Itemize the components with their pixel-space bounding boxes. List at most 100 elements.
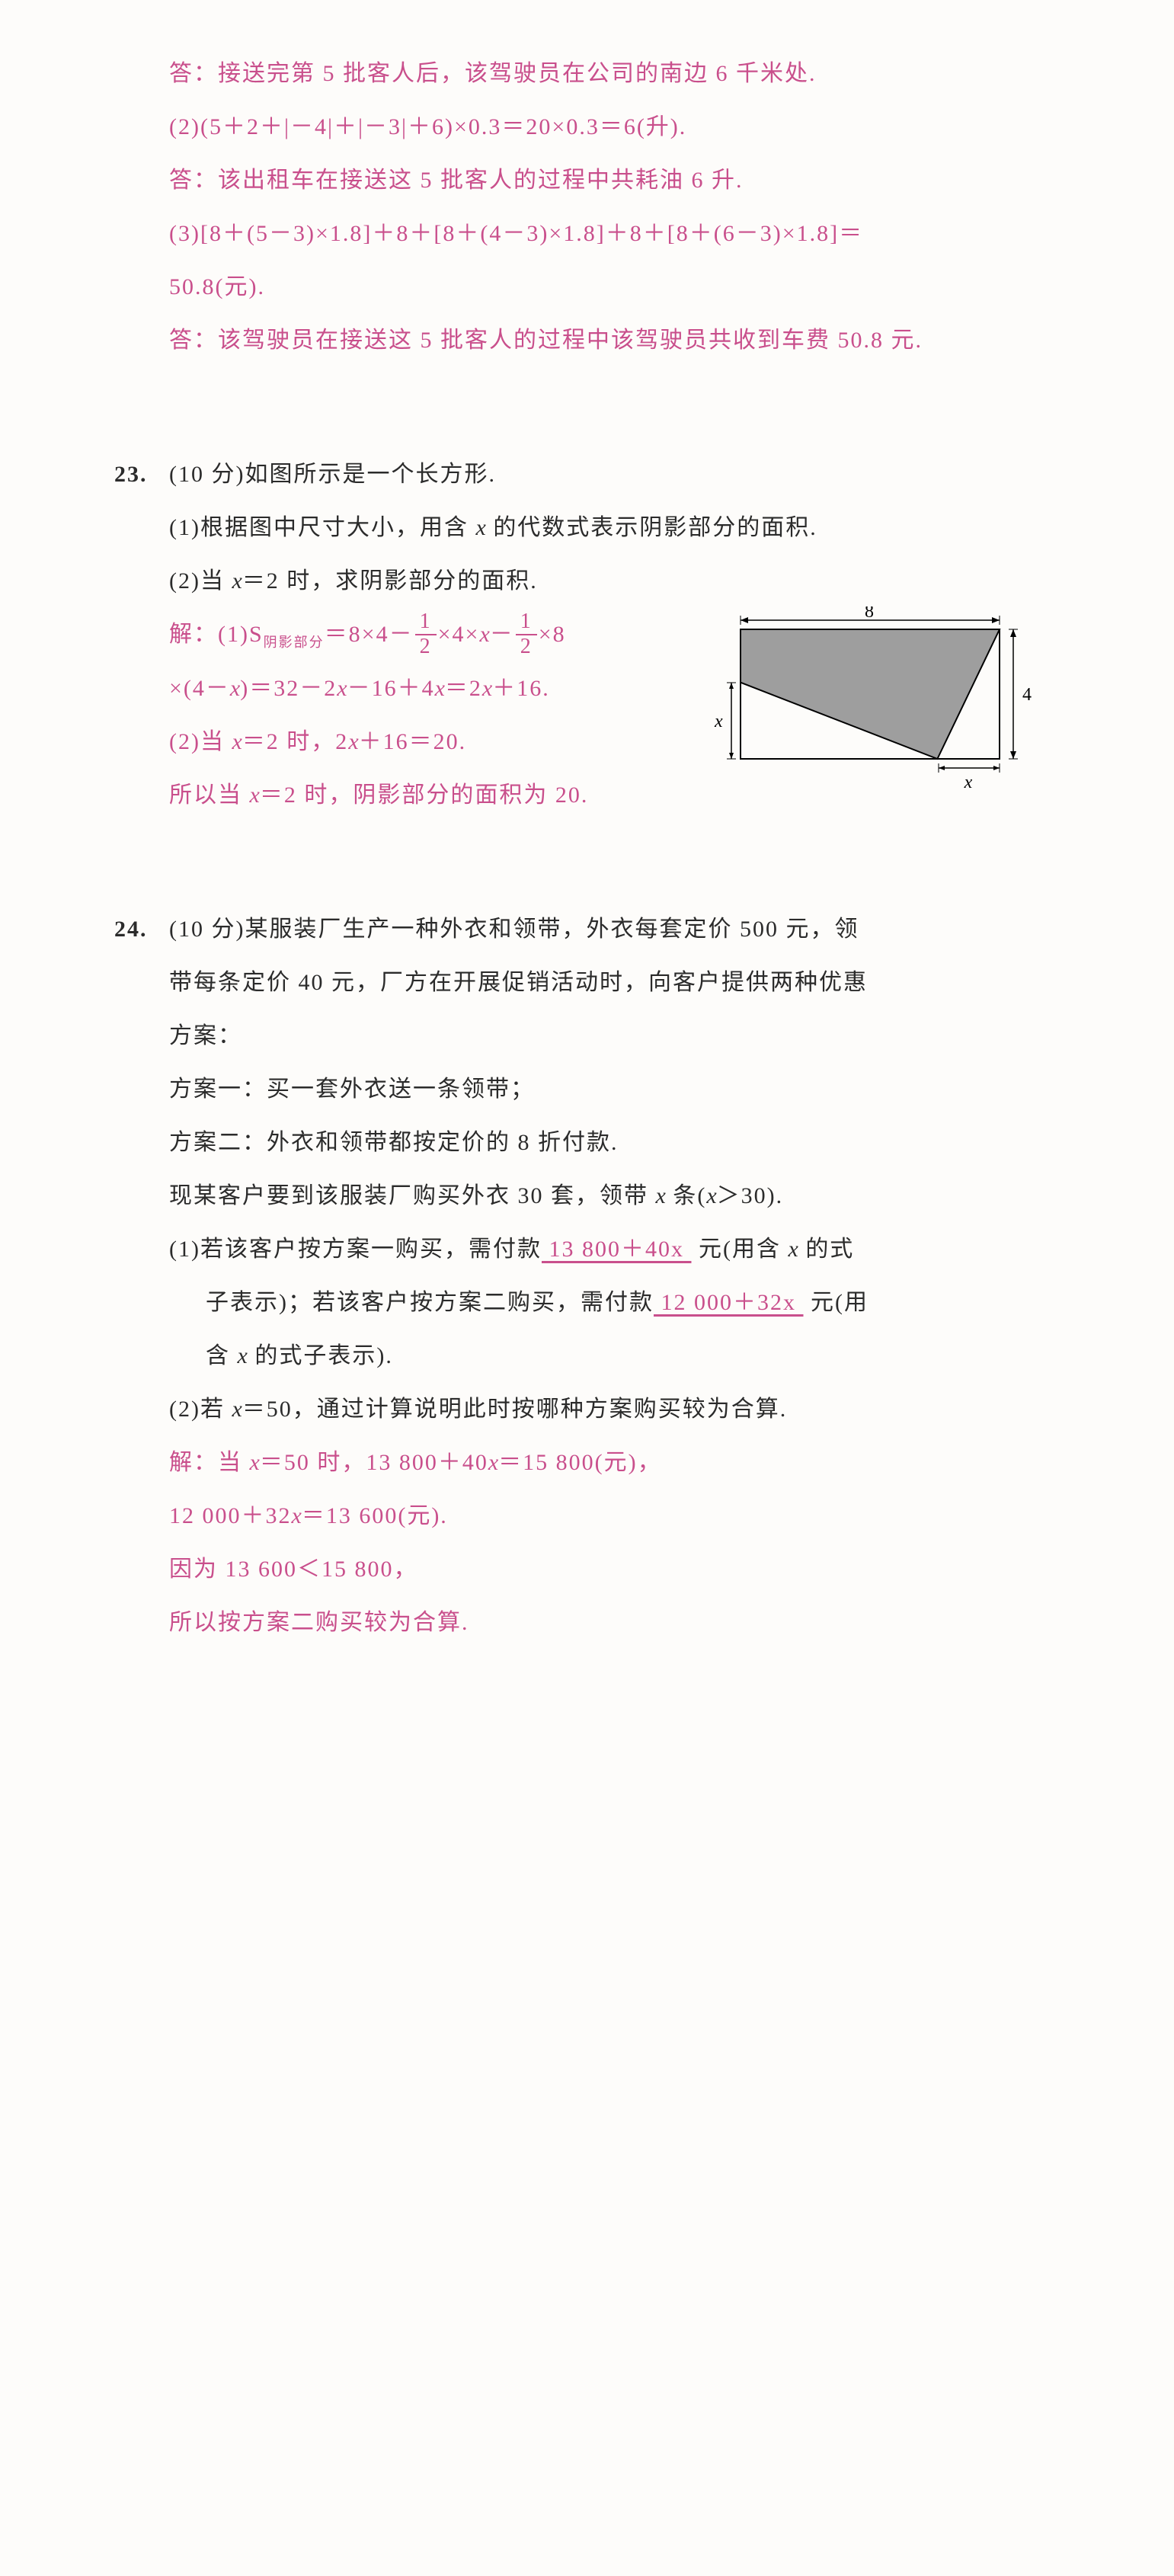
q24-head2: 带每条定价 40 元，厂方在开展促销活动时，向客户提供两种优惠 [114,958,1060,1008]
q23-s4a: 所以当 [169,782,250,808]
q24-p2: (2)若 x＝50，通过计算说明此时按哪种方案购买较为合算. [114,1384,1060,1435]
q23-s1a: 解：(1)S [169,622,264,647]
q24-buyX2: x [706,1183,716,1208]
frac-2: 12 [516,610,537,659]
q24-s2: 12 000＋32x＝13 600(元). [114,1491,1060,1541]
q24-p1-l2: 子表示)；若该客户按方案二购买，需付款 12 000＋32x 元(用 [114,1278,1060,1328]
q23-s2x2: x [337,676,347,701]
q23-s2: ×(4－x)＝32－2x－16＋4x＝2x＋16. [169,664,695,714]
q23-s2x3: x [435,676,445,701]
q24-buy: 现某客户要到该服装厂购买外衣 30 套，领带 x 条(x＞30). [114,1171,1060,1221]
q23-head: 23. (10 分)如图所示是一个长方形. [114,450,1060,500]
q22-a2: 答：该出租车在接送这 5 批客人的过程中共耗油 6 升. [114,155,1060,206]
q22-a1: 答：接送完第 5 批客人后，该驾驶员在公司的南边 6 千米处. [114,49,1060,99]
q23-s2a: ×(4－ [169,676,230,701]
q24-s3: 因为 13 600＜15 800， [114,1544,1060,1595]
q23-s2e: ＋16. [492,676,550,701]
q23-s3x: x [232,729,242,754]
q23-body: 解：(1)S阴影部分＝8×4－12×4×x－12×8 ×(4－x)＝32－2x－… [114,606,1060,821]
svg-text:8: 8 [865,606,875,622]
q24-p1g: 的式子表示). [248,1343,393,1368]
q23-s4: 所以当 x＝2 时，阴影部分的面积为 20. [169,770,695,821]
q23-s1: 解：(1)S阴影部分＝8×4－12×4×x－12×8 [169,610,695,661]
q22-tail: 答：接送完第 5 批客人后，该驾驶员在公司的南边 6 千米处. (2)(5＋2＋… [114,49,1060,366]
svg-text:4: 4 [1022,685,1033,705]
q22-l3b: 50.8(元). [114,262,1060,312]
q24-s1a: 解：当 [169,1450,250,1475]
q24-buyC: ＞30). [717,1183,784,1208]
q24-p1e: 元(用 [804,1290,869,1315]
q23-p1: (1)根据图中尺寸大小，用含 x 的代数式表示阴影部分的面积. [114,503,1060,553]
q24-s1x: x [250,1450,260,1475]
q23-s2x: x [230,676,240,701]
q23-p2b: ＝2 时，求阴影部分的面积. [242,568,538,594]
q24-head1: (10 分)某服装厂生产一种外衣和领带，外衣每套定价 500 元，领 [169,917,859,942]
q23-p2: (2)当 x＝2 时，求阴影部分的面积. [114,556,1060,606]
q24-f1: 方案一：买一套外衣送一条领带； [114,1064,1060,1115]
rectangle-diagram: 8 4 x x [710,606,1045,797]
q24-s2x: x [292,1503,302,1528]
q23-figure: 8 4 x x [710,606,1045,797]
q23: 23. (10 分)如图所示是一个长方形. (1)根据图中尺寸大小，用含 x 的… [114,450,1060,821]
q23-s2c: －16＋4 [347,676,435,701]
svg-text:x: x [714,712,725,731]
q23-s1d: － [490,622,514,647]
q23-p1x: x [475,515,485,540]
q23-s3a: (2)当 [169,729,232,754]
q24-ans2: 12 000＋32x [654,1290,804,1315]
q22-a3: 答：该驾驶员在接送这 5 批客人的过程中该驾驶员共收到车费 50.8 元. [114,315,1060,366]
q24: 24. (10 分)某服装厂生产一种外衣和领带，外衣每套定价 500 元，领 带… [114,904,1060,1648]
frac-1: 12 [415,610,437,659]
q24-head3: 方案： [114,1011,1060,1061]
q24-p2a: (2)若 [169,1397,232,1422]
q23-s1x1: x [479,622,489,647]
q24-p2b: ＝50，通过计算说明此时按哪种方案购买较为合算. [242,1397,788,1422]
q23-s1c: ×4× [438,622,480,647]
q23-s3b: ＝2 时，2 [242,729,349,754]
q23-s3c: ＋16＝20. [359,729,467,754]
q24-s4: 所以按方案二购买较为合算. [114,1598,1060,1648]
q24-p2x: x [232,1397,242,1422]
q24-f2: 方案二：外衣和领带都按定价的 8 折付款. [114,1118,1060,1168]
q24-head: 24. (10 分)某服装厂生产一种外衣和领带，外衣每套定价 500 元，领 [114,904,1060,955]
q22-l2: (2)(5＋2＋|－4|＋|－3|＋6)×0.3＝20×0.3＝6(升). [114,102,1060,152]
q23-solution: 解：(1)S阴影部分＝8×4－12×4×x－12×8 ×(4－x)＝32－2x－… [169,606,695,821]
q23-head-text: (10 分)如图所示是一个长方形. [169,450,1060,500]
q22-l3: (3)[8＋(5－3)×1.8]＋8＋[8＋(4－3)×1.8]＋8＋[8＋(6… [114,209,1060,259]
q24-p1-l3: 含 x 的式子表示). [114,1331,1060,1381]
q23-num: 23. [114,462,148,487]
q24-s1b: ＝50 时，13 800＋40 [260,1450,488,1475]
q23-s4x: x [250,782,260,808]
q24-p1-l1: (1)若该客户按方案一购买，需付款 13 800＋40x 元(用含 x 的式 [114,1224,1060,1275]
q24-s2b: ＝13 600(元). [302,1503,448,1528]
q23-s4b: ＝2 时，阴影部分的面积为 20. [260,782,589,808]
q23-p2x: x [232,568,242,594]
q23-s2x4: x [482,676,492,701]
q24-buyA: 现某客户要到该服装厂购买外衣 30 套，领带 [169,1183,656,1208]
q24-buyB: 条( [666,1183,707,1208]
q24-p1x: x [788,1237,798,1262]
svg-text:x: x [964,773,974,792]
q24-p1b: 元(用含 [691,1237,788,1262]
q24-num: 24. [114,917,148,942]
q23-p2a: (2)当 [169,568,232,594]
q24-p1d: 子表示)；若该客户按方案二购买，需付款 [206,1290,654,1315]
q24-p1a: (1)若该客户按方案一购买，需付款 [169,1237,542,1262]
q24-ans1: 13 800＋40x [542,1237,692,1262]
q23-s1b: ＝8×4－ [325,622,414,647]
q23-s3x2: x [348,729,358,754]
q24-s1x2: x [488,1450,498,1475]
q23-p1b: 的代数式表示阴影部分的面积. [486,515,817,540]
q24-p1x2: x [238,1343,248,1368]
q24-s1: 解：当 x＝50 时，13 800＋40x＝15 800(元)， [114,1438,1060,1488]
q23-s3: (2)当 x＝2 时，2x＋16＝20. [169,717,695,767]
q23-s1e: ×8 [539,622,566,647]
q24-s2a: 12 000＋32 [169,1503,292,1528]
q24-s1c: ＝15 800(元)， [498,1450,661,1475]
q23-s1sub: 阴影部分 [264,635,325,650]
q24-p1c: 的式 [798,1237,855,1262]
q23-s2b: )＝32－2 [240,676,337,701]
q24-buyX: x [656,1183,666,1208]
q24-p1f: 含 [206,1343,238,1368]
q23-s2d: ＝2 [445,676,482,701]
